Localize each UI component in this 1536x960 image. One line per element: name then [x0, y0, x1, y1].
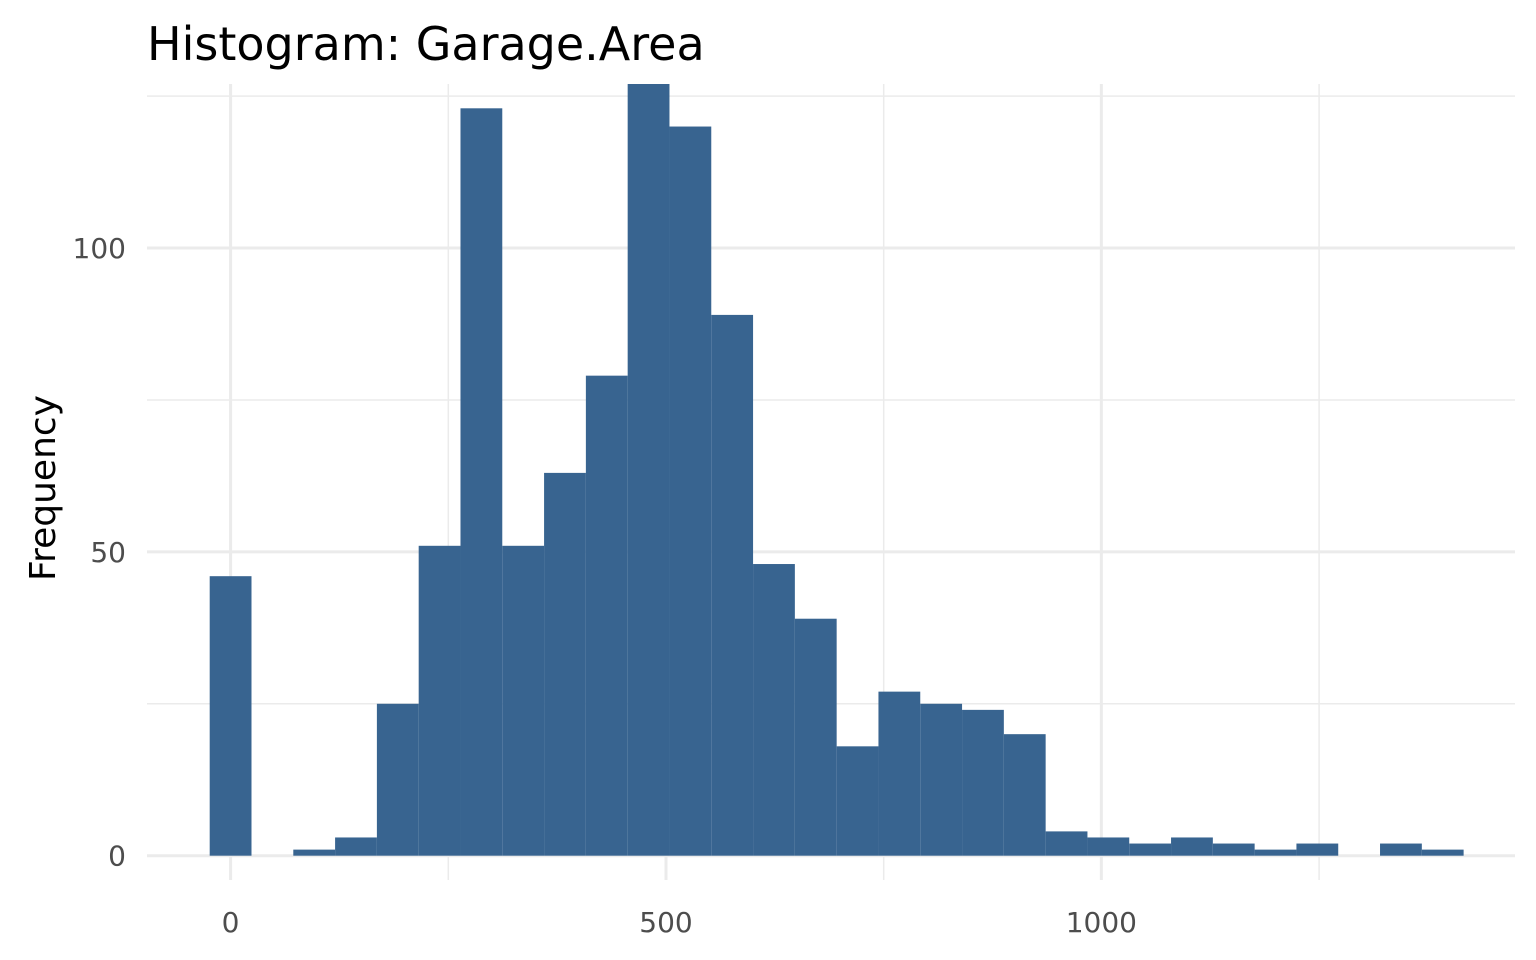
y-axis-ticks: 0 50 100	[73, 232, 126, 873]
y-tick-label: 100	[73, 232, 126, 265]
x-tick-label: 1000	[1066, 906, 1137, 939]
chart-title: Histogram: Garage.Area	[147, 17, 705, 71]
histogram-bar	[1129, 843, 1172, 856]
histogram-bar	[1254, 849, 1297, 856]
histogram-bar	[711, 314, 754, 856]
histogram-bars	[209, 84, 1464, 856]
histogram-bar	[962, 709, 1004, 856]
x-tick-label: 500	[639, 906, 692, 939]
histogram-bar	[1212, 843, 1255, 856]
histogram-bar	[627, 84, 670, 856]
histogram-bar	[836, 746, 879, 856]
histogram-bar	[1087, 837, 1130, 856]
x-tick-label: 0	[222, 906, 240, 939]
histogram-bar	[1296, 843, 1339, 856]
y-tick-label: 0	[108, 840, 126, 873]
histogram-bar	[376, 703, 419, 856]
histogram-bar	[794, 618, 837, 856]
histogram-bar	[669, 126, 712, 856]
histogram-bar	[1421, 849, 1464, 856]
y-axis-title: Frequency	[23, 395, 64, 581]
histogram-bar	[460, 108, 503, 856]
x-axis-ticks: 0 500 1000	[222, 906, 1137, 939]
histogram-bar	[1171, 837, 1213, 856]
histogram-bar	[753, 564, 795, 856]
histogram-bar	[1045, 831, 1088, 856]
histogram-bar	[878, 691, 921, 856]
histogram-bar	[209, 576, 252, 856]
histogram-bar	[418, 545, 461, 856]
histogram-bar	[1380, 843, 1422, 856]
histogram-bar	[335, 837, 377, 856]
y-tick-label: 50	[90, 536, 126, 569]
histogram-bar	[1003, 734, 1046, 856]
histogram-bar	[920, 703, 963, 856]
histogram-bar	[585, 375, 628, 856]
histogram-bar	[293, 849, 336, 856]
histogram-bar	[502, 545, 545, 856]
histogram-bar	[544, 472, 586, 856]
